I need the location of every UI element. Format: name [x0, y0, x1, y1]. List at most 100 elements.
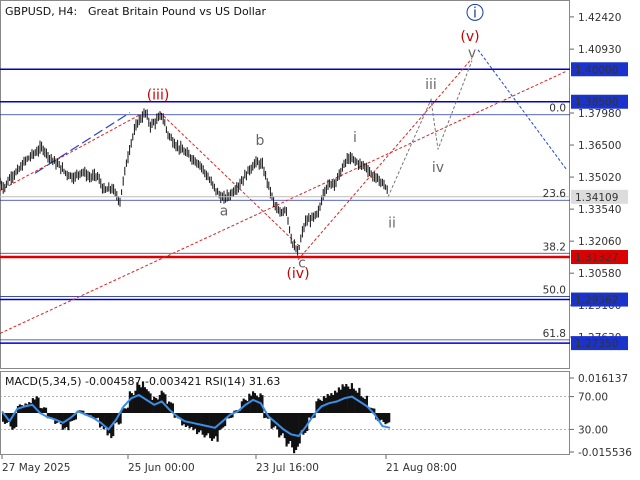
projection-red — [297, 58, 473, 261]
price-plot-area — [0, 49, 570, 344]
macd-bar — [91, 413, 94, 418]
trend-line-down — [159, 112, 301, 248]
price-tick-label: 1.33540 — [578, 204, 621, 216]
macd-bar — [72, 413, 76, 421]
macd-bar — [218, 413, 221, 431]
macd-bar — [100, 413, 104, 427]
macd-bar — [250, 395, 253, 413]
macd-bar — [365, 395, 368, 413]
macd-bar — [95, 413, 98, 419]
macd-bar — [304, 413, 307, 433]
macd-bar — [41, 408, 44, 413]
macd-bar — [339, 389, 342, 413]
macd-bar — [3, 413, 7, 424]
macd-bar — [376, 413, 380, 422]
macd-bar — [177, 413, 180, 419]
macd-bar — [261, 395, 264, 413]
macd-bar — [220, 413, 223, 429]
wave-label: i — [473, 5, 477, 21]
macd-bar — [54, 413, 57, 424]
indicator-tick-label: -0.015536 — [578, 447, 632, 459]
macd-bar — [134, 390, 137, 413]
macd-bar — [46, 413, 49, 419]
macd-bar — [205, 413, 208, 436]
time-tick-label: 25 Jun 00:00 — [128, 462, 195, 474]
wave-label: (iii) — [147, 88, 170, 104]
macd-bar — [255, 395, 258, 413]
macd-bar — [362, 397, 365, 413]
price-annotations: 0.023.638.250.061.8(iii)bac(iv)iiiiiiivv… — [147, 3, 567, 340]
macd-bar — [246, 401, 249, 413]
macd-bar — [102, 413, 105, 430]
macd-bar — [229, 413, 232, 418]
indicator-plot-area — [0, 381, 570, 454]
macd-bar — [58, 413, 61, 422]
macd-bar — [67, 413, 70, 431]
trend-line-lower — [0, 70, 567, 334]
macd-bar — [123, 408, 126, 413]
macd-bar — [44, 407, 48, 413]
current-price-label: 1.34109 — [575, 192, 618, 204]
price-axis: 1.42420 1.40930 1.37980 1.36500 1.35020 1.335… — [570, 12, 628, 351]
macd-bar — [244, 399, 247, 413]
macd-bar — [93, 413, 96, 419]
wave-label: (v) — [460, 29, 479, 45]
macd-bar — [279, 413, 283, 436]
macd-bar — [128, 391, 131, 413]
macd-bar — [2, 413, 5, 422]
macd-bar — [307, 413, 311, 418]
macd-bar — [287, 413, 290, 444]
macd-bar — [257, 397, 260, 413]
price-tick-label: 1.35020 — [578, 172, 621, 184]
fib-level-label: 50.0 — [543, 285, 566, 297]
macd-bar — [283, 413, 286, 439]
level-price-label: 1.38500 — [575, 97, 618, 109]
macd-bar — [119, 413, 122, 424]
current-price-box — [571, 189, 628, 204]
macd-bar — [309, 413, 312, 419]
macd-bar — [132, 395, 135, 413]
time-tick-label: 27 May 2025 — [2, 462, 70, 474]
macd-bar — [59, 413, 62, 425]
macd-bar — [155, 398, 158, 413]
macd-bar — [270, 413, 273, 429]
level-price-box — [571, 94, 628, 109]
macd-bar — [293, 413, 296, 454]
macd-bar — [212, 413, 215, 439]
macd-bar — [352, 388, 355, 413]
macd-bar — [26, 404, 29, 413]
main-panel-frame — [0, 0, 570, 369]
macd-bar — [350, 383, 353, 413]
macd-bar — [354, 390, 357, 413]
macd-bar — [360, 396, 363, 413]
macd-bar — [349, 389, 352, 413]
macd-bar — [388, 413, 391, 423]
fib-level-label: 23.6 — [543, 188, 567, 200]
macd-bar — [39, 407, 42, 413]
macd-bar — [82, 410, 85, 413]
macd-bar — [61, 413, 64, 430]
level-price-box — [571, 62, 628, 77]
macd-bar — [231, 413, 234, 418]
fib-level-label: 61.8 — [543, 328, 566, 340]
macd-bar — [168, 401, 171, 413]
macd-bar — [380, 413, 383, 420]
chart-description: Great Britain Pound vs US Dollar — [88, 5, 267, 18]
macd-bar — [238, 410, 242, 413]
macd-bar — [347, 386, 350, 413]
macd-bar — [317, 398, 320, 413]
wave-label: iv — [432, 160, 444, 176]
price-tick-label: 1.30580 — [578, 268, 621, 280]
macd-bar — [35, 396, 38, 413]
indicator-title: MACD(5,34,5) -0.004587 -0.003421 RSI(14)… — [5, 375, 280, 388]
macd-bar — [343, 386, 346, 413]
wave-label-circle — [466, 3, 484, 21]
macd-bar — [37, 397, 40, 413]
macd-bar — [194, 413, 197, 429]
macd-bar — [130, 393, 133, 413]
level-price-label: 1.31327 — [575, 252, 618, 264]
macd-bar — [285, 413, 288, 447]
indicator-axis: 0.016137 70.00 30.00 -0.015536 — [570, 373, 632, 459]
time-tick-label: 23 Jul 16:00 — [256, 462, 319, 474]
